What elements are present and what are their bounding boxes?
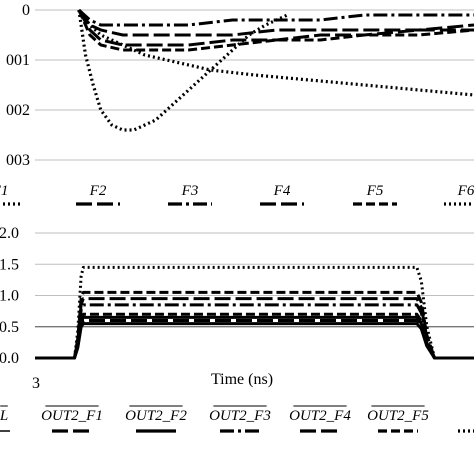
bottom-plot: 0.0 0.5 1.0 1.5 2.0 3	[0, 225, 474, 392]
top-y-tick-label: 001	[6, 52, 30, 69]
bottom-series-line	[35, 297, 474, 360]
bottom-legend-label: OUT2_F4	[289, 408, 351, 424]
bottom-series-line	[35, 265, 474, 360]
top-y-tick-label: 0	[22, 2, 30, 19]
bottom-y-tick-label: 1.5	[0, 256, 19, 273]
bottom-series-line	[35, 303, 474, 360]
top-y-tick-label: 002	[6, 102, 30, 119]
top-legend-label: F6	[457, 183, 474, 199]
bottom-legend-label: L	[0, 408, 8, 424]
top-legend-label: F2	[89, 183, 107, 199]
top-series-line	[77, 9, 474, 37]
bottom-legend-label: OUT2_F3	[209, 408, 271, 424]
top-series-line	[77, 9, 474, 97]
bottom-legend: L OUT2_F1 OUT2_F2 OUT2_F3 OUT2_F4 OUT2_F5	[0, 405, 474, 433]
top-legend-label: F3	[181, 183, 199, 199]
top-legend-label: F4	[273, 183, 291, 199]
bottom-y-tick-label: 0.0	[0, 350, 19, 367]
bottom-y-tick-label: 1.0	[0, 288, 19, 305]
bottom-x-axis-label: Time (ns)	[211, 371, 273, 388]
top-plot: 0 001 002 003	[6, 2, 474, 169]
top-legend-label: F1	[0, 183, 8, 199]
top-series-line	[77, 8, 474, 27]
bottom-y-tick-label: 2.0	[0, 225, 19, 242]
bottom-legend-label: OUT2_F1	[41, 408, 103, 424]
bottom-series-line	[35, 319, 474, 360]
bottom-series-line	[35, 322, 474, 360]
top-series-line	[77, 9, 289, 132]
top-series-line	[77, 9, 474, 47]
bottom-x-tick-label: 3	[32, 375, 40, 392]
top-legend-label: F5	[366, 183, 384, 199]
bottom-legend-label: OUT2_F5	[367, 408, 429, 424]
bottom-legend-label: OUT2_F2	[125, 408, 187, 424]
top-y-tick-label: 003	[6, 152, 30, 169]
bottom-series-line	[35, 290, 474, 360]
top-legend: F1 F2 F3 F4 F5 F6	[0, 183, 474, 206]
top-series-line	[77, 9, 474, 52]
bottom-y-tick-label: 0.5	[0, 319, 19, 336]
